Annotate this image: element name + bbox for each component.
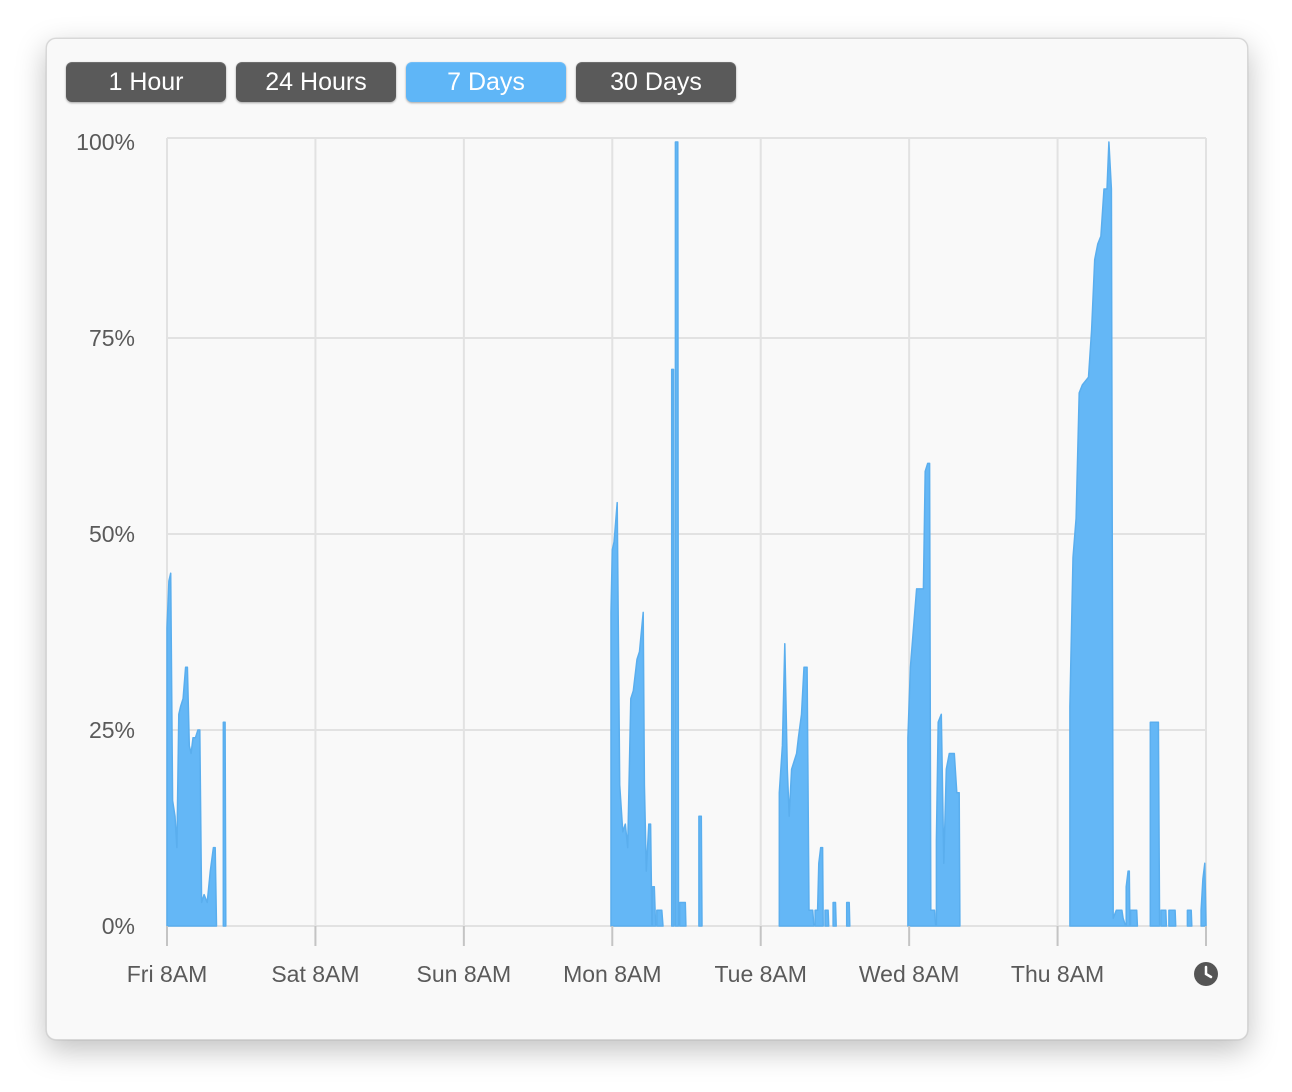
cpu-usage-area — [166, 572, 218, 927]
cpu-usage-area — [814, 846, 824, 927]
cpu-usage-area — [1125, 870, 1131, 927]
time-range-selector: 1 Hour 24 Hours 7 Days 30 Days — [66, 62, 736, 102]
clock-icon[interactable] — [1194, 962, 1218, 986]
y-tick-label: 0% — [102, 913, 135, 939]
x-axis: Fri 8AM Sat 8AM Sun 8AM Mon 8AM Tue 8AM Wed 8… — [127, 926, 1207, 987]
chart-gridlines — [166, 137, 1207, 927]
cpu-usage-area — [845, 901, 851, 927]
cpu-usage-area — [1129, 909, 1139, 927]
cpu-usage-area — [1149, 721, 1161, 927]
x-tick-label: Tue 8AM — [714, 961, 806, 987]
range-7-days-button[interactable]: 7 Days — [406, 62, 566, 102]
cpu-usage-area — [651, 886, 657, 927]
x-tick-label: Wed 8AM — [859, 961, 960, 987]
cpu-usage-area — [610, 501, 653, 927]
x-tick-label: Thu 8AM — [1011, 961, 1104, 987]
y-tick-label: 25% — [89, 717, 135, 743]
y-tick-label: 50% — [89, 521, 135, 547]
cpu-usage-area — [907, 462, 937, 927]
range-24-hours-button[interactable]: 24 Hours — [236, 62, 396, 102]
cpu-usage-area — [935, 713, 961, 927]
cpu-usage-area — [656, 909, 664, 927]
range-1-hour-button[interactable]: 1 Hour — [66, 62, 226, 102]
cpu-usage-area — [778, 643, 815, 927]
x-tick-label: Mon 8AM — [563, 961, 661, 987]
y-tick-label: 100% — [76, 129, 135, 155]
cpu-usage-area — [824, 909, 830, 927]
cpu-usage-area — [674, 141, 680, 927]
y-axis: 0% 25% 50% 75% 100% — [76, 129, 135, 939]
cpu-usage-area — [698, 815, 703, 927]
cpu-usage-series — [166, 141, 1207, 927]
cpu-usage-area — [670, 368, 675, 927]
cpu-usage-area — [1160, 909, 1168, 927]
cpu-usage-area — [832, 901, 837, 927]
range-30-days-button[interactable]: 30 Days — [576, 62, 736, 102]
cpu-usage-area — [1069, 141, 1127, 927]
x-tick-label: Sun 8AM — [417, 961, 512, 987]
cpu-usage-area — [1168, 909, 1177, 927]
cpu-usage-area — [1186, 909, 1193, 927]
cpu-usage-area — [1200, 862, 1207, 927]
x-tick-label: Fri 8AM — [127, 961, 208, 987]
y-tick-label: 75% — [89, 325, 135, 351]
cpu-usage-area — [222, 721, 227, 927]
cpu-usage-area — [678, 901, 687, 927]
x-tick-label: Sat 8AM — [271, 961, 359, 987]
